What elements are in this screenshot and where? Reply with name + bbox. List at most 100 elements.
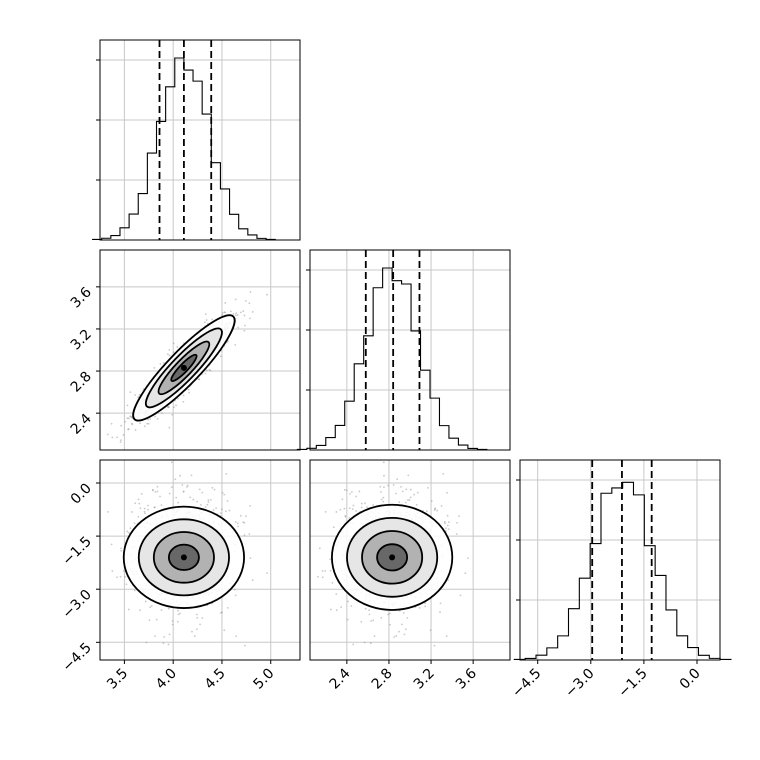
scatter-point: [404, 628, 407, 631]
scatter-point: [343, 488, 346, 491]
y-tick-label: −4.5: [59, 640, 94, 675]
scatter-point: [221, 312, 224, 314]
scatter-point: [139, 422, 141, 425]
x-tick-label: 0.0: [677, 666, 704, 693]
scatter-point: [392, 483, 395, 486]
scatter-point: [348, 507, 351, 510]
scatter-point: [131, 423, 134, 426]
scatter-point: [170, 461, 173, 464]
scatter-point: [186, 484, 189, 487]
scatter-point: [448, 521, 450, 523]
scatter-point: [366, 506, 368, 509]
panel-frame: [99, 459, 301, 661]
scatter-point: [143, 510, 146, 513]
scatter-point: [162, 361, 165, 364]
scatter-point: [242, 521, 245, 523]
scatter-point: [434, 508, 436, 511]
scatter-point: [168, 349, 171, 351]
scatter-point: [445, 635, 448, 638]
scatter-point: [137, 498, 140, 501]
scatter-point: [134, 502, 137, 505]
scatter-point: [379, 485, 382, 488]
scatter-point: [318, 547, 321, 550]
histogram-step: [296, 267, 488, 451]
scatter-point: [133, 589, 136, 592]
scatter-point: [436, 509, 439, 512]
scatter-point: [219, 612, 222, 614]
scatter-point: [88, 454, 90, 456]
scatter-point: [212, 509, 215, 511]
scatter-point: [156, 490, 159, 493]
scatter-point: [439, 602, 442, 605]
scatter-point: [430, 500, 433, 502]
scatter-point: [133, 522, 136, 525]
scatter-point: [239, 311, 242, 314]
x-tick-label: −3.0: [562, 666, 597, 701]
scatter-point: [382, 500, 385, 503]
scatter-point: [125, 583, 128, 586]
scatter-point: [182, 394, 185, 397]
scatter-point: [401, 490, 404, 493]
scatter-point: [166, 353, 169, 356]
scatter-point: [368, 613, 371, 616]
scatter-point: [383, 474, 385, 477]
scatter-point: [162, 642, 165, 645]
panel-frame: [99, 39, 301, 241]
scatter-point: [195, 628, 198, 631]
scatter-point: [120, 439, 122, 442]
scatter-point: [304, 572, 306, 574]
scatter-point: [189, 496, 192, 499]
scatter-point: [167, 643, 170, 646]
scatter-point: [398, 501, 401, 504]
scatter-point: [149, 606, 152, 609]
scatter-point: [198, 488, 201, 491]
density-panel-2-1: [88, 249, 301, 456]
scatter-point: [111, 436, 114, 439]
scatter-point: [147, 504, 149, 507]
scatter-point: [447, 528, 450, 531]
scatter-point: [347, 600, 350, 603]
scatter-point: [127, 428, 129, 431]
scatter-point: [156, 485, 159, 488]
scatter-point: [324, 511, 327, 513]
scatter-point: [434, 507, 437, 509]
scatter-point: [224, 510, 227, 513]
scatter-point: [147, 422, 150, 425]
scatter-point: [179, 612, 181, 615]
scatter-point: [433, 509, 436, 511]
scatter-point: [442, 472, 445, 475]
scatter-point: [446, 491, 448, 494]
scatter-point: [171, 413, 174, 416]
scatter-point: [243, 329, 246, 332]
scatter-point: [248, 533, 251, 535]
scatter-point: [228, 509, 231, 512]
scatter-point: [266, 572, 268, 575]
scatter-point: [153, 506, 156, 509]
histogram-panel-3: [513, 459, 732, 661]
scatter-point: [219, 355, 222, 358]
scatter-point: [171, 620, 174, 622]
scatter-point: [172, 342, 175, 345]
scatter-point: [445, 527, 447, 530]
scatter-point: [116, 436, 118, 439]
scatter-point: [446, 524, 449, 527]
scatter-point: [398, 630, 400, 633]
scatter-point: [138, 502, 141, 505]
scatter-point: [226, 340, 229, 343]
scatter-point: [355, 495, 358, 498]
scatter-point: [144, 600, 147, 603]
scatter-point: [424, 605, 427, 608]
scatter-point: [341, 498, 344, 501]
scatter-point: [154, 491, 157, 493]
scatter-point: [175, 496, 178, 499]
scatter-point: [352, 643, 355, 646]
scatter-point: [199, 503, 202, 506]
scatter-point: [389, 623, 391, 626]
scatter-point: [167, 607, 170, 610]
scatter-point: [350, 605, 353, 607]
scatter-point: [139, 609, 141, 612]
scatter-point: [350, 491, 353, 493]
scatter-point: [124, 420, 127, 423]
scatter-point: [197, 378, 200, 381]
scatter-point: [330, 608, 332, 611]
